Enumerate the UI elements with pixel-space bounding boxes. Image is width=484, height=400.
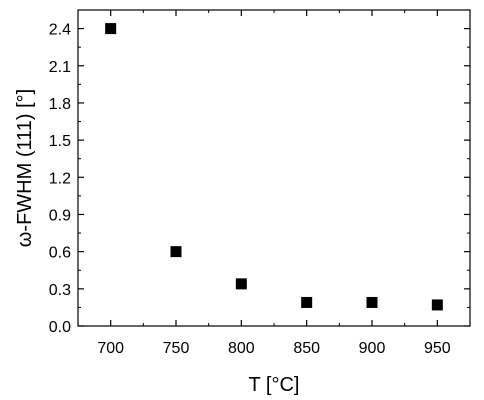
plot-frame <box>77 9 471 327</box>
y-tick-label: 1.8 <box>49 96 71 113</box>
y-tick-label: 0.6 <box>49 245 71 262</box>
x-tick-label: 950 <box>424 340 451 357</box>
y-axis-title: ω-FWHM (111) [°] <box>14 89 36 247</box>
y-tick-label: 0.9 <box>49 207 71 224</box>
ticks: 700 750 800 850 900 950 0.0 0.3 0.6 0.9 1.2 1.5 1.8 2… <box>49 10 470 357</box>
data-point <box>235 278 247 290</box>
data-point <box>366 296 378 308</box>
data-point <box>301 296 313 308</box>
y-tick-label: 2.1 <box>49 59 71 76</box>
y-tick-label: 2.4 <box>49 22 71 39</box>
data-point <box>105 23 117 35</box>
x-tick-label: 850 <box>293 340 320 357</box>
data-points <box>105 23 443 311</box>
y-tick-label: 0.0 <box>49 319 71 336</box>
y-tick-label: 0.3 <box>49 282 71 299</box>
y-tick-label: 1.5 <box>49 133 71 150</box>
x-tick-label: 750 <box>163 340 190 357</box>
x-tick-label: 800 <box>228 340 255 357</box>
x-axis-title: T [°C] <box>249 374 300 396</box>
data-point <box>170 246 182 258</box>
x-tick-label: 700 <box>97 340 124 357</box>
y-tick-label: 1.2 <box>49 170 71 187</box>
x-tick-label: 900 <box>359 340 386 357</box>
data-point <box>431 299 443 311</box>
